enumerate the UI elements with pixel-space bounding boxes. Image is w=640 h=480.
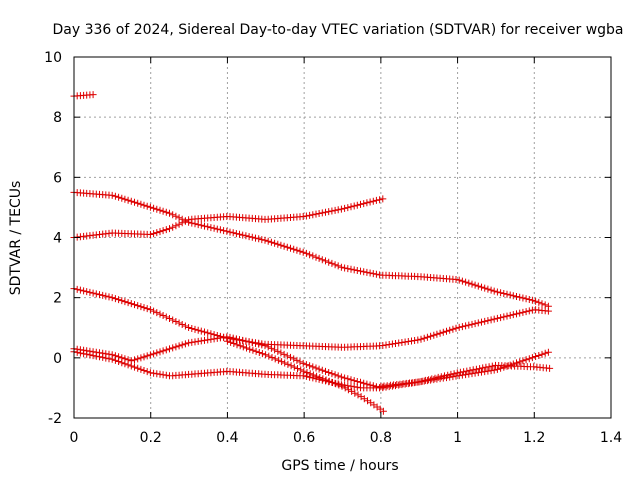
- x-tick-label: 0.6: [293, 430, 315, 446]
- series-markers: [70, 188, 552, 310]
- y-axis-label: SDTVAR / TECUs: [8, 181, 24, 296]
- series-markers: [223, 337, 387, 415]
- series-markers: [70, 285, 552, 351]
- series-series-c: [70, 285, 552, 351]
- series-series-d: [70, 333, 552, 392]
- y-tick-label: -2: [48, 411, 62, 427]
- series-series-g: [377, 361, 554, 390]
- x-tick-label: 0.4: [216, 430, 238, 446]
- axes: 0 0.2 0.4 0.6 0.8 1 1.2 1.4 -2 0 2 4 6 8 10: [44, 50, 622, 446]
- series-series-f: [223, 337, 387, 415]
- series-series-a: [70, 188, 552, 310]
- series-markers: [377, 361, 554, 390]
- y-tick-label: 8: [53, 110, 62, 126]
- y-tick-label: 4: [53, 231, 62, 247]
- x-tick-label: 0.8: [370, 430, 392, 446]
- y-tick-label: 6: [53, 170, 62, 186]
- labels: Day 336 of 2024, Sidereal Day-to-day VTE…: [8, 22, 624, 474]
- y-tick-label: 10: [44, 50, 62, 66]
- y-tick-label: 2: [53, 291, 62, 307]
- x-tick-label: 1.2: [523, 430, 545, 446]
- series-markers: [70, 195, 387, 241]
- y-tick-label: 0: [53, 351, 62, 367]
- x-tick-label: 1: [453, 430, 462, 446]
- data-points: [70, 91, 554, 415]
- series-markers: [70, 333, 552, 392]
- x-tick-label: 0.2: [140, 430, 162, 446]
- chart-title: Day 336 of 2024, Sidereal Day-to-day VTE…: [52, 22, 623, 38]
- x-axis-label: GPS time / hours: [281, 458, 398, 474]
- x-tick-label: 1.4: [600, 430, 622, 446]
- series-series-b: [70, 195, 387, 241]
- x-tick-label: 0: [70, 430, 79, 446]
